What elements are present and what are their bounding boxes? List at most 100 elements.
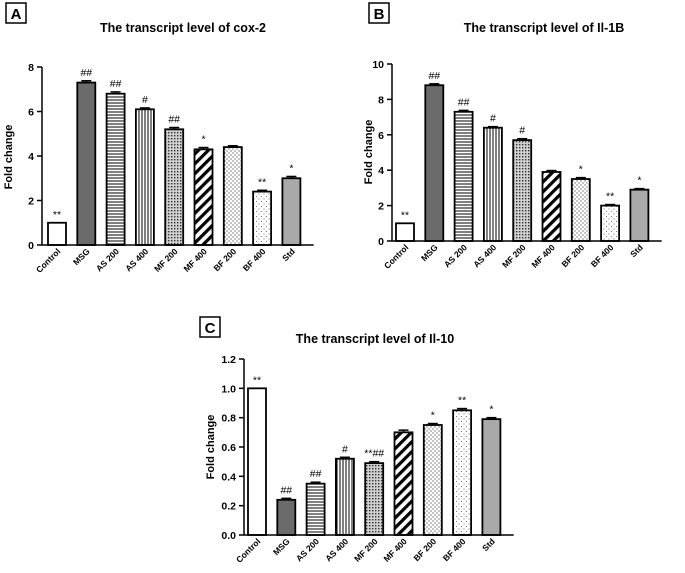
annotation-a-7: ** <box>258 176 266 188</box>
bar-b-2 <box>453 110 474 242</box>
annotation-b-7: ** <box>606 191 614 203</box>
y-tick-label-c-1: 0.2 <box>221 501 236 513</box>
chart-title-b: The transcript level of Il-1B <box>464 21 624 35</box>
panel-label-b: B <box>374 6 385 23</box>
x-tick-label-b-7: BF 400 <box>589 242 616 269</box>
x-tick-label-a-3: AS 400 <box>123 246 150 273</box>
error-bar-b-5 <box>546 169 557 172</box>
x-tick-label-c-4: MF 200 <box>352 536 380 564</box>
y-axis-title-b: Fold change <box>363 120 375 185</box>
bar-b-4 <box>512 139 533 242</box>
y-tick-label-c-4: 0.8 <box>221 413 236 425</box>
annotation-c-2: ## <box>310 468 322 480</box>
error-bar-b-4 <box>517 137 528 141</box>
error-bar-a-8 <box>286 175 297 179</box>
y-tick-label-a-2: 4 <box>28 151 34 163</box>
y-tick-label-c-3: 0.6 <box>221 442 236 454</box>
error-bar-b-3 <box>487 125 498 128</box>
x-tick-label-b-6: BF 200 <box>559 242 586 269</box>
bar-b-7 <box>600 204 620 242</box>
error-bar-b-7 <box>605 203 616 206</box>
bar-c-6 <box>422 424 443 536</box>
x-tick-label-b-0: Control <box>382 242 410 270</box>
y-tick-label-c-0: 0.0 <box>221 530 236 542</box>
annotation-c-4: **## <box>364 448 384 460</box>
bar-a-6 <box>222 146 243 246</box>
error-bar-b-6 <box>575 176 586 180</box>
error-bar-c-7 <box>457 407 468 411</box>
x-tick-label-c-8: Std <box>480 536 497 553</box>
y-tick-label-b-1: 2 <box>378 201 384 213</box>
x-tick-label-a-7: BF 400 <box>241 246 268 273</box>
annotation-b-2: ## <box>458 96 470 108</box>
x-tick-label-b-4: MF 200 <box>500 242 528 270</box>
error-bar-c-5 <box>398 429 409 433</box>
bar-a-5 <box>193 148 214 246</box>
error-bar-b-2 <box>458 109 469 112</box>
panel-label-b-box <box>368 2 390 24</box>
annotation-a-5: * <box>201 134 205 146</box>
bar-c-0 <box>247 387 267 536</box>
bar-a-4 <box>164 128 185 246</box>
plot-c: **Control##MSG##AS 200#AS 400**##MF 200 M… <box>221 354 514 565</box>
x-tick-label-c-0: Control <box>234 536 262 564</box>
bar-c-5 <box>393 431 414 536</box>
bar-b-1 <box>424 84 445 242</box>
annotation-b-6: * <box>579 164 583 176</box>
x-tick-label-a-8: Std <box>280 246 297 263</box>
y-tick-label-c-5: 1.0 <box>221 383 236 395</box>
error-bar-a-1 <box>81 80 92 83</box>
annotation-a-4: ## <box>168 114 180 126</box>
bar-a-3 <box>134 108 155 246</box>
chart-title-c: The transcript level of Il-10 <box>296 332 454 346</box>
x-tick-label-a-4: MF 200 <box>152 246 180 274</box>
x-tick-label-a-1: MSG <box>71 246 92 267</box>
annotation-a-0: ** <box>53 209 61 221</box>
error-bar-a-4 <box>169 126 180 130</box>
y-axis-title-c: Fold change <box>205 415 217 480</box>
error-bar-a-5 <box>198 146 209 150</box>
error-bar-c-6 <box>427 422 438 425</box>
annotation-c-0: ** <box>253 374 261 386</box>
y-tick-label-b-3: 6 <box>378 130 384 142</box>
x-tick-label-c-7: BF 400 <box>441 536 468 563</box>
annotation-a-1: ## <box>80 67 92 79</box>
y-tick-label-b-5: 10 <box>372 59 384 71</box>
x-tick-label-c-1: MSG <box>271 536 292 557</box>
bar-b-3 <box>482 126 503 242</box>
x-tick-label-b-2: AS 200 <box>442 242 469 269</box>
error-bar-a-7 <box>257 189 268 192</box>
y-tick-label-a-4: 8 <box>28 62 34 74</box>
x-tick-label-c-6: BF 200 <box>411 536 438 563</box>
panel-a: A The transcript level of cox-2 Fold cha… <box>3 2 314 275</box>
chart-title-a: The transcript level of cox-2 <box>100 21 266 35</box>
error-bar-a-3 <box>139 107 150 110</box>
bar-a-8 <box>281 177 302 246</box>
x-tick-label-a-0: Control <box>34 246 62 274</box>
panel-label-c: C <box>205 320 216 337</box>
x-tick-label-b-8: Std <box>628 242 645 259</box>
bar-a-2 <box>105 92 126 246</box>
bar-c-3 <box>334 457 355 536</box>
annotation-b-1: ## <box>428 70 440 82</box>
error-bar-c-1 <box>281 497 292 500</box>
y-tick-label-b-0: 0 <box>378 236 384 248</box>
error-bar-c-4 <box>369 460 380 464</box>
x-tick-label-a-6: BF 200 <box>211 246 238 273</box>
error-bar-a-6 <box>227 145 238 148</box>
y-tick-label-c-6: 1.2 <box>221 354 236 366</box>
x-tick-label-b-5: MF 400 <box>529 242 557 270</box>
x-tick-label-a-2: AS 200 <box>94 246 121 273</box>
bar-a-0 <box>47 221 67 246</box>
y-tick-label-a-0: 0 <box>28 240 34 252</box>
annotation-c-3: # <box>342 443 348 455</box>
annotation-a-2: ## <box>110 78 122 90</box>
panel-label-a-box <box>5 2 27 24</box>
error-bar-a-2 <box>110 91 121 94</box>
bar-a-7 <box>252 190 273 246</box>
bar-b-0 <box>395 222 415 242</box>
x-tick-label-b-1: MSG <box>419 242 440 263</box>
annotation-a-3: # <box>142 94 148 106</box>
bar-c-2 <box>305 482 326 536</box>
